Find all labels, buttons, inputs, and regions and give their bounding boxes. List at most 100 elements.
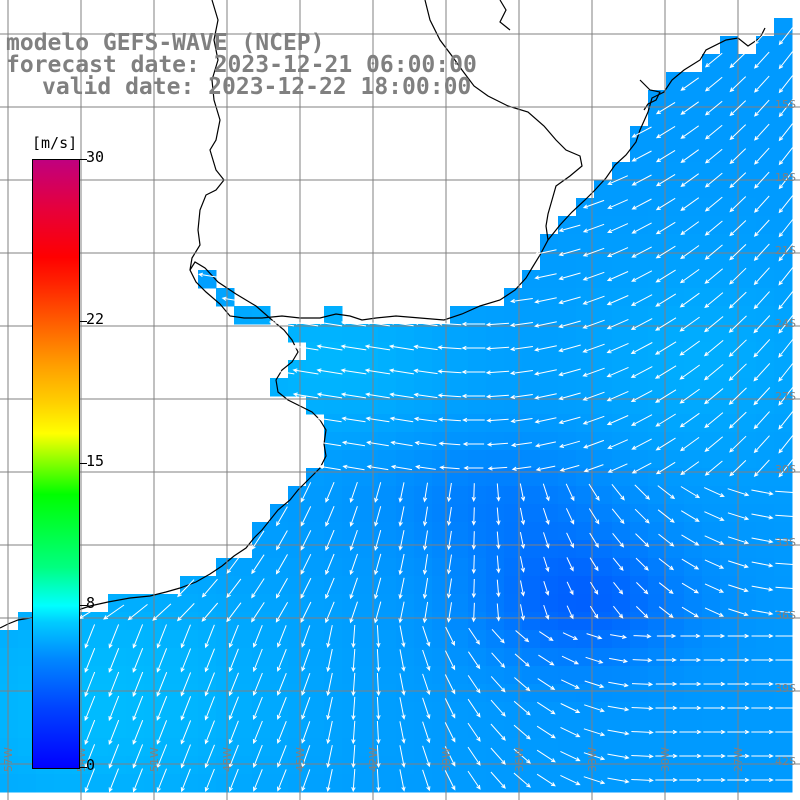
longitude-label: 39W: [440, 747, 453, 772]
field-cell: [306, 468, 325, 487]
field-cell: [396, 720, 415, 739]
field-cell: [702, 432, 721, 451]
field-cell: [738, 198, 757, 217]
wind-arrow: [156, 744, 168, 769]
field-cell: [630, 378, 649, 397]
field-cell: [522, 612, 541, 631]
wind-arrow: [276, 721, 287, 744]
field-cell: [360, 648, 379, 667]
field-cell: [648, 630, 667, 649]
wind-arrow: [728, 584, 749, 593]
field-cell: [774, 396, 793, 415]
wind-arrow: [461, 321, 486, 327]
field-cell: [774, 774, 793, 793]
field-cell: [378, 360, 397, 379]
field-cell: [702, 288, 721, 307]
wind-arrow: [655, 777, 678, 783]
wind-arrow: [751, 585, 774, 592]
field-cell: [774, 252, 793, 271]
wind-arrow: [132, 768, 143, 793]
field-cell: [774, 234, 793, 253]
title-forecast-date: forecast date: 2023-12-21 06:00:00: [6, 52, 477, 78]
field-cell: [576, 252, 595, 271]
wind-arrow: [108, 695, 120, 722]
field-cell: [504, 522, 523, 541]
field-cell: [720, 450, 739, 469]
field-cell: [162, 630, 181, 649]
field-cell: [594, 594, 613, 613]
field-cell: [432, 522, 451, 541]
wind-arrow: [560, 774, 581, 786]
field-cell: [720, 684, 739, 703]
wind-arrow: [156, 696, 168, 721]
wind-arrow: [655, 125, 676, 139]
wind-arrow: [180, 672, 192, 697]
field-cell: [378, 450, 397, 469]
wind-arrow: [753, 459, 770, 477]
wind-arrow: [437, 393, 462, 398]
wind-arrow: [318, 464, 341, 471]
field-cell: [774, 216, 793, 235]
field-cell: [594, 234, 613, 253]
field-cell: [612, 198, 631, 217]
field-cell: [558, 684, 577, 703]
field-cell: [720, 702, 739, 721]
field-cell: [198, 612, 217, 631]
wind-arrow: [655, 729, 678, 735]
latitude-label: 33S: [775, 536, 796, 549]
wind-arrow: [180, 696, 192, 721]
wind-arrow: [582, 415, 605, 425]
field-cell: [630, 162, 649, 181]
field-cell: [468, 630, 487, 649]
field-cell: [702, 630, 721, 649]
field-cell: [306, 702, 325, 721]
wind-arrow: [132, 671, 144, 697]
field-cell: [90, 666, 109, 685]
field-cell: [756, 342, 775, 361]
field-cell: [162, 612, 181, 631]
field-cell: [684, 522, 703, 541]
field-cell: [648, 144, 667, 163]
field-cell: [612, 666, 631, 685]
field-cell: [306, 342, 325, 361]
wind-arrow: [471, 578, 476, 599]
wind-arrow: [751, 681, 774, 687]
field-cell: [468, 432, 487, 451]
field-cell: [270, 612, 289, 631]
field-cell: [594, 558, 613, 577]
field-cell: [234, 594, 253, 613]
field-cell: [0, 648, 19, 667]
wind-arrow: [204, 672, 215, 697]
field-cell: [486, 774, 505, 793]
wind-arrow: [398, 577, 405, 600]
field-cell: [684, 180, 703, 199]
wind-arrow: [511, 466, 532, 471]
wind-arrow: [152, 603, 172, 621]
field-cell: [450, 540, 469, 559]
field-cell: [486, 342, 505, 361]
field-cell: [648, 306, 667, 325]
wind-arrow: [704, 76, 723, 92]
longitude-label: 51W: [148, 747, 161, 772]
field-cell: [468, 666, 487, 685]
field-cell: [504, 648, 523, 667]
field-cell: [306, 558, 325, 577]
wind-arrow: [376, 672, 381, 697]
wind-arrow: [437, 417, 461, 422]
field-cell: [288, 594, 307, 613]
field-cell: [630, 540, 649, 559]
wind-arrow: [606, 366, 629, 378]
wind-arrow: [729, 76, 747, 93]
field-cell: [0, 774, 19, 793]
field-cell: [180, 702, 199, 721]
field-cell: [774, 90, 793, 109]
field-cell: [540, 486, 559, 505]
wind-arrow: [399, 673, 406, 696]
wind-arrow: [277, 745, 287, 768]
latitude-label: 36S: [775, 609, 796, 622]
field-cell: [720, 594, 739, 613]
wind-arrow: [704, 535, 725, 545]
wind-arrow: [389, 416, 414, 423]
wind-arrow: [515, 630, 530, 643]
field-cell: [378, 576, 397, 595]
